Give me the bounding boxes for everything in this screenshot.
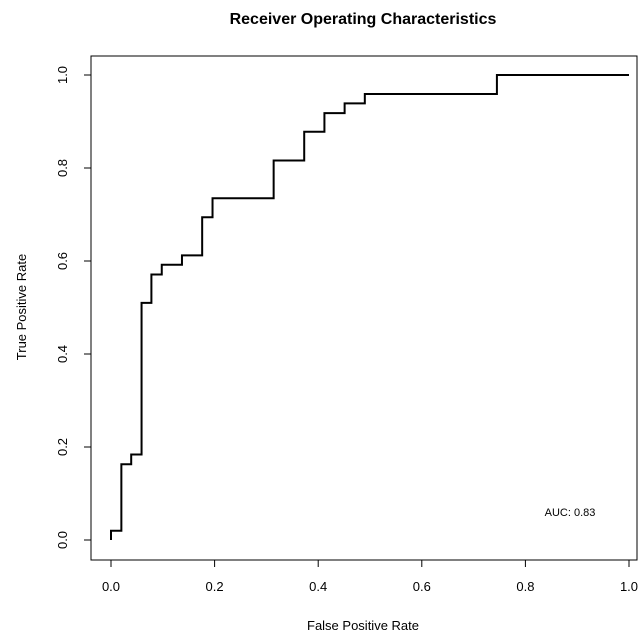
roc-point — [496, 93, 498, 95]
roc-point — [344, 102, 346, 104]
roc-point — [344, 112, 346, 114]
roc-point — [364, 93, 366, 95]
roc-point — [273, 197, 275, 199]
y-tick-label: 0.2 — [55, 438, 70, 456]
roc-point — [181, 254, 183, 256]
roc-point — [303, 160, 305, 162]
roc-point — [161, 264, 163, 266]
y-tick-label: 0.8 — [55, 159, 70, 177]
roc-point — [120, 463, 122, 465]
roc-point — [141, 453, 143, 455]
roc-point — [628, 74, 630, 76]
x-tick-label: 0.2 — [206, 579, 224, 594]
plot-frame — [90, 55, 638, 561]
roc-curve-line — [110, 74, 629, 540]
roc-point — [110, 539, 112, 541]
roc-point — [201, 254, 203, 256]
y-tick-label: 1.0 — [55, 66, 70, 84]
y-tick-label: 0.0 — [55, 531, 70, 549]
x-axis: 0.0 0.2 0.4 0.6 0.8 1.0 — [102, 559, 638, 594]
roc-point — [141, 302, 143, 304]
x-tick-label: 0.6 — [413, 579, 431, 594]
roc-point — [323, 131, 325, 133]
x-tick-label: 0.4 — [309, 579, 327, 594]
x-tick-label: 0.0 — [102, 579, 120, 594]
x-tick-label: 0.8 — [516, 579, 534, 594]
roc-point — [323, 112, 325, 114]
roc-point — [212, 197, 214, 199]
y-axis: 0.0 0.2 0.4 0.6 0.8 1.0 — [55, 66, 92, 549]
chart-title: Receiver Operating Characteristics — [230, 11, 497, 28]
roc-point — [161, 273, 163, 275]
roc-point — [212, 216, 214, 218]
roc-curve-points — [110, 74, 630, 541]
x-tick-label: 1.0 — [620, 579, 638, 594]
roc-point — [150, 302, 152, 304]
y-axis-label: True Positive Rate — [14, 254, 29, 360]
roc-point — [364, 102, 366, 104]
roc-point — [120, 530, 122, 532]
roc-point — [130, 463, 132, 465]
roc-point — [130, 453, 132, 455]
roc-point — [496, 74, 498, 76]
roc-point — [110, 530, 112, 532]
y-tick-label: 0.6 — [55, 252, 70, 270]
roc-point — [181, 264, 183, 266]
roc-point — [201, 216, 203, 218]
roc-point — [303, 131, 305, 133]
roc-point — [273, 160, 275, 162]
roc-point — [150, 273, 152, 275]
x-axis-label: False Positive Rate — [307, 618, 419, 633]
y-tick-label: 0.4 — [55, 345, 70, 363]
auc-annotation: AUC: 0.83 — [545, 507, 596, 519]
